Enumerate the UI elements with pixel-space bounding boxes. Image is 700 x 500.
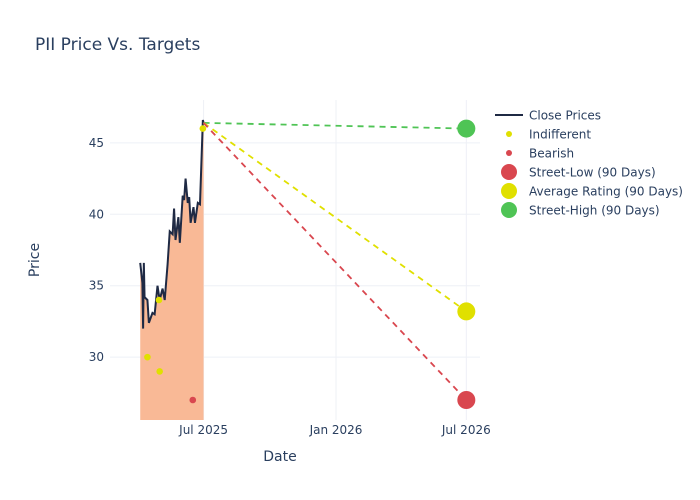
target-marker-high xyxy=(457,119,476,138)
y-tick-label: 30 xyxy=(89,350,104,364)
legend-marker-icon xyxy=(501,164,517,180)
chart-title: PII Price Vs. Targets xyxy=(35,35,200,55)
legend-item-label: Indifferent xyxy=(529,128,591,142)
legend-marker-icon xyxy=(501,183,517,199)
legend-item-label: Average Rating (90 Days) xyxy=(529,185,683,199)
legend-item-label: Bearish xyxy=(529,147,574,161)
legend-marker-icon xyxy=(501,202,517,218)
x-tick-label: Jul 2026 xyxy=(441,423,491,437)
legend-item-label: Close Prices xyxy=(529,109,601,123)
x-tick-label: Jul 2025 xyxy=(178,423,228,437)
indifferent-marker xyxy=(144,353,151,361)
target-line-high xyxy=(203,121,467,130)
y-tick-label: 40 xyxy=(89,207,104,221)
close-price-line xyxy=(139,119,205,329)
y-tick-label: 45 xyxy=(89,136,104,150)
x-tick-label: Jan 2026 xyxy=(309,423,363,437)
legend-marker-icon xyxy=(506,150,512,156)
legend-item-label: Street-Low (90 Days) xyxy=(529,166,656,180)
target-marker-low xyxy=(457,391,476,409)
legend-marker-icon xyxy=(506,131,512,137)
target-line-low xyxy=(202,122,467,401)
target-line-avg xyxy=(203,122,467,313)
indifferent-marker xyxy=(156,368,163,375)
target-marker-avg xyxy=(457,302,476,321)
indifferent-marker xyxy=(199,125,207,132)
x-axis-label: Date xyxy=(263,449,296,465)
legend-item-label: Street-High (90 Days) xyxy=(529,204,660,218)
y-tick-label: 35 xyxy=(89,279,104,293)
y-axis-label: Price xyxy=(27,243,43,277)
indifferent-marker xyxy=(155,296,163,304)
bearish-marker xyxy=(189,396,197,404)
close-price-area xyxy=(140,120,204,420)
